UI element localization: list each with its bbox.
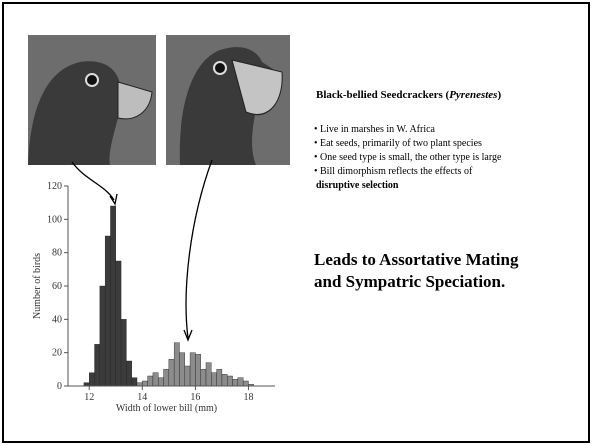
bar	[94, 344, 101, 387]
bar	[221, 374, 228, 387]
y-tick-label: 100	[47, 214, 62, 225]
y-axis-label: Number of birds	[32, 253, 43, 319]
conclusion: Leads to Assortative Mating	[314, 250, 519, 269]
bar	[168, 359, 175, 387]
conclusion: and Sympatric Speciation.	[314, 272, 505, 291]
title-genus: Pyrenestes	[449, 89, 497, 101]
y-tick-label: 20	[52, 348, 62, 359]
bar	[99, 285, 106, 387]
bar	[200, 369, 207, 387]
x-tick-label: 16	[190, 392, 200, 403]
y-tick-label: 120	[47, 181, 62, 192]
bullet: • Eat seeds, primarily of two plant spec…	[314, 138, 482, 149]
bar	[152, 372, 159, 387]
bar	[131, 377, 138, 387]
bar	[237, 377, 244, 387]
x-tick-label: 18	[243, 392, 253, 403]
slide-title: Black-bellied Seedcrackers (Pyrenestes)	[316, 89, 501, 101]
bar	[242, 380, 249, 387]
bar	[173, 342, 180, 387]
y-tick-label: 80	[52, 248, 62, 259]
bullet: • Live in marshes in W. Africa	[314, 124, 436, 135]
y-tick-label: 60	[52, 281, 62, 292]
bar	[89, 372, 95, 387]
bar	[211, 372, 217, 387]
histogram: 0 20 40 60 80 100 120 12 14 16 18 Width of lower bi…	[32, 181, 275, 414]
title-text: Black-bellied Seedcrackers (	[316, 89, 450, 101]
x-tick-label: 12	[84, 392, 94, 403]
bullet-bold: disruptive selection	[316, 180, 399, 191]
arrows	[71, 159, 213, 342]
bar	[232, 379, 239, 387]
bullet: • Bill dimorphism reflects the effects o…	[314, 166, 473, 177]
y-tick-label: 40	[52, 314, 62, 325]
bird-photo-right	[166, 35, 290, 165]
bar	[142, 380, 148, 387]
title-text: )	[497, 89, 501, 101]
bar	[163, 369, 170, 387]
bar	[110, 205, 116, 387]
bar	[158, 377, 164, 387]
bullet: • One seed type is small, the other type…	[314, 152, 502, 163]
x-axis-label: Width of lower bill (mm)	[116, 403, 217, 414]
bar	[195, 354, 201, 387]
bar	[120, 319, 127, 387]
bar	[216, 369, 223, 387]
bar	[184, 365, 191, 387]
bar	[126, 360, 132, 387]
bar	[179, 352, 185, 387]
bar	[147, 375, 154, 387]
bar	[205, 362, 212, 387]
bar	[227, 375, 233, 387]
x-tick-label: 14	[137, 392, 147, 403]
bird-photo-left	[28, 35, 156, 165]
bar	[189, 352, 196, 387]
bar	[104, 235, 111, 387]
y-tick-label: 0	[57, 381, 62, 392]
bar	[115, 260, 122, 387]
